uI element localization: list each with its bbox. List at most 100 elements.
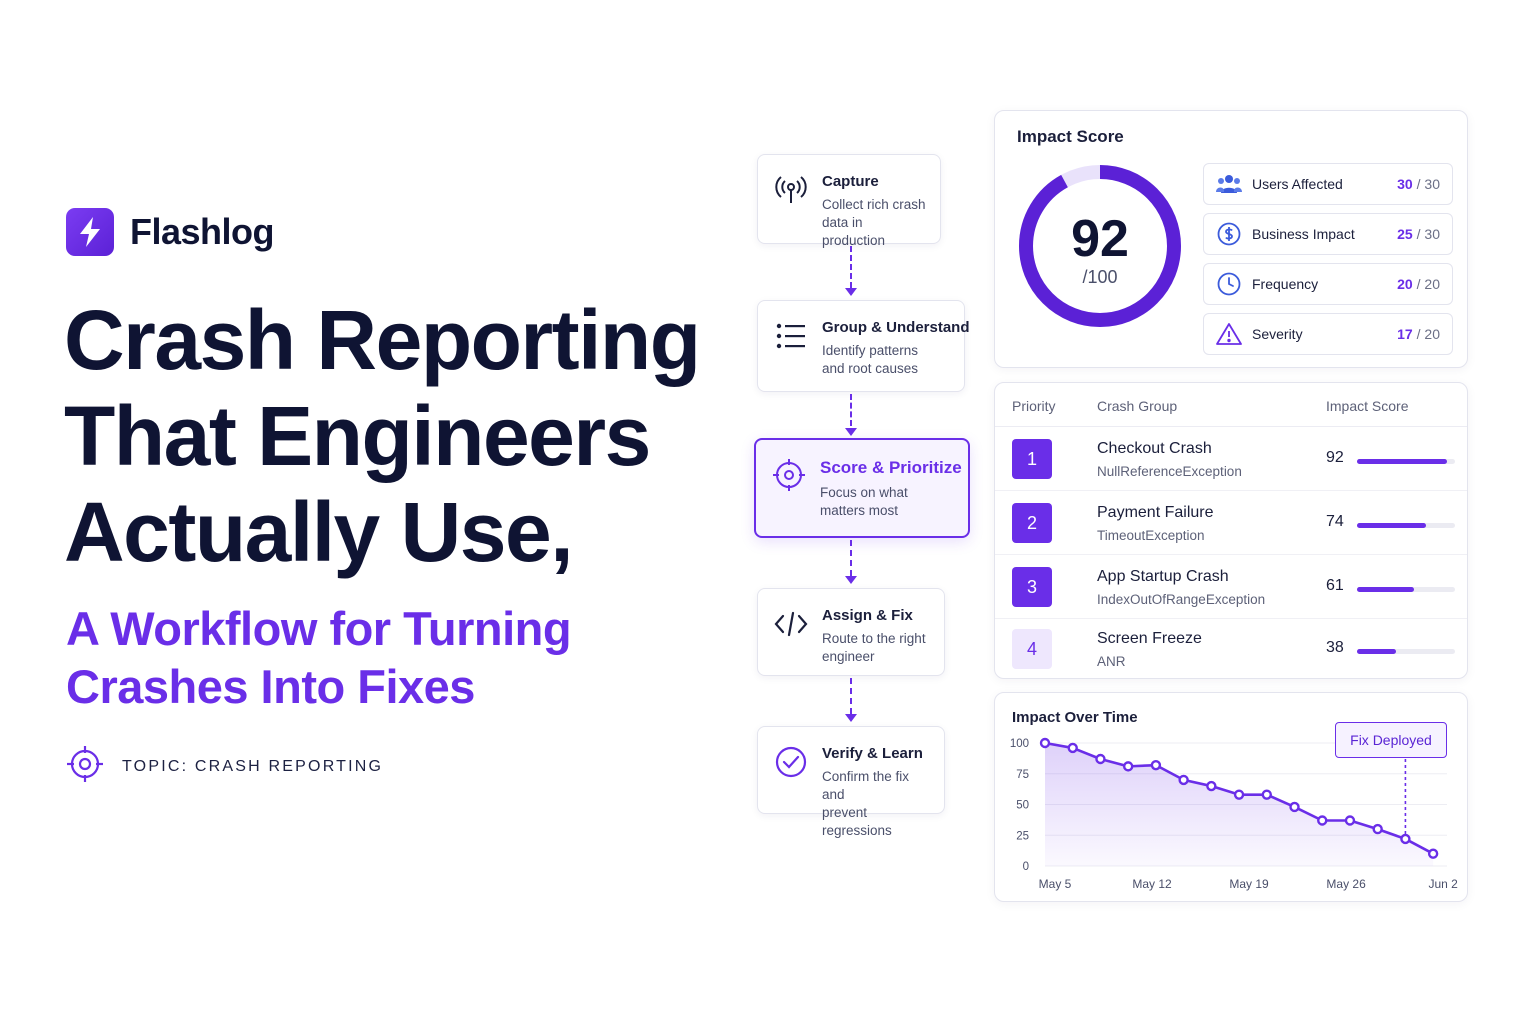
step-verify-learn[interactable]: Verify & Learn Confirm the fix and preve… <box>757 726 945 838</box>
impact-bar <box>1357 459 1455 464</box>
step-group-understand[interactable]: Group & Understand Identify patterns and… <box>757 300 970 392</box>
impact-bar <box>1357 649 1455 654</box>
step-title: Capture <box>822 173 879 190</box>
step-desc: and root causes <box>822 361 919 376</box>
warning-icon <box>1216 321 1242 347</box>
impact-score-max: /100 <box>1082 267 1118 287</box>
row-impact-score: 38 <box>1326 639 1344 656</box>
data-point <box>1095 753 1106 765</box>
crash-group-name: Payment Failure <box>1097 504 1214 521</box>
step-title: Group & Understand <box>822 319 970 336</box>
table-row[interactable]: 3 App Startup Crash IndexOutOfRangeExcep… <box>995 555 1467 619</box>
arrow-down-icon <box>845 428 857 436</box>
metric-severity: Severity 17 / 20 <box>1203 313 1453 355</box>
step-desc: data in production <box>822 215 886 248</box>
metric-label: Users Affected <box>1252 176 1343 192</box>
table-header: Priority Crash Group Impact Score <box>995 383 1467 427</box>
data-point <box>1400 833 1411 845</box>
subheadline-line: A Workflow for Turning <box>66 602 572 655</box>
step-capture[interactable]: Capture Collect rich crash data in produ… <box>757 154 941 248</box>
step-desc: prevent regressions <box>822 805 892 838</box>
step-connector <box>850 678 852 714</box>
list-icon <box>774 319 808 353</box>
crash-group-name: Checkout Crash <box>1097 440 1212 457</box>
data-point <box>1067 742 1078 754</box>
arrow-down-icon <box>845 714 857 722</box>
data-point <box>1317 815 1328 826</box>
topic: TOPIC: CRASH REPORTING <box>66 745 383 788</box>
data-point <box>1122 761 1134 772</box>
crash-priority-table: Priority Crash Group Impact Score 1 Chec… <box>994 382 1468 679</box>
table-row[interactable]: 1 Checkout Crash NullReferenceException … <box>995 427 1467 491</box>
headline-line: That Engineers <box>64 389 651 483</box>
headline-line: Crash Reporting <box>64 293 701 387</box>
step-assign-fix[interactable]: Assign & Fix Route to the right engineer <box>757 588 945 676</box>
priority-badge: 3 <box>1012 567 1052 607</box>
lightning-bolt-icon <box>66 208 114 256</box>
metric-max: / 30 <box>1416 226 1440 242</box>
step-desc: Route to the right <box>822 631 926 646</box>
data-point <box>1261 789 1272 800</box>
headline-line: Actually Use, <box>64 485 574 579</box>
step-desc: engineer <box>822 649 875 664</box>
crash-exception: IndexOutOfRangeException <box>1097 592 1266 607</box>
priority-badge: 4 <box>1012 629 1052 669</box>
check-circle-icon <box>774 745 808 779</box>
fix-deployed-annotation: Fix Deployed <box>1335 722 1447 758</box>
target-icon <box>772 458 806 492</box>
impact-bar-fill <box>1357 523 1426 528</box>
chart-title: Impact Over Time <box>1012 709 1138 726</box>
impact-title: Impact Score <box>1017 127 1124 146</box>
metric-label: Severity <box>1252 326 1303 342</box>
priority-badge: 1 <box>1012 439 1052 479</box>
step-desc: Focus on what <box>820 485 908 500</box>
metric-max: / 30 <box>1416 176 1440 192</box>
row-impact-score: 61 <box>1326 577 1344 594</box>
step-desc: Identify patterns <box>822 343 919 358</box>
headline: Crash Reporting That Engineers Actually … <box>64 292 744 580</box>
table-row[interactable]: 4 Screen Freeze ANR 38 <box>995 617 1467 681</box>
metric-max: / 20 <box>1416 326 1440 342</box>
subheadline: A Workflow for Turning Crashes Into Fixe… <box>66 600 686 716</box>
crash-exception: ANR <box>1097 654 1126 669</box>
step-desc: Confirm the fix and <box>822 769 910 802</box>
step-connector <box>850 394 852 426</box>
metric-business-impact: Business Impact 25 / 30 <box>1203 213 1453 255</box>
x-tick-label: May 26 <box>1326 877 1366 891</box>
metric-score: 30 <box>1397 176 1413 192</box>
step-title: Score & Prioritize <box>820 458 962 477</box>
metric-score: 20 <box>1397 276 1413 292</box>
step-title: Assign & Fix <box>822 607 913 624</box>
priority-badge: 2 <box>1012 503 1052 543</box>
step-title: Verify & Learn <box>822 745 923 762</box>
x-tick-label: May 19 <box>1229 877 1269 891</box>
y-tick-label: 0 <box>1023 861 1029 873</box>
impact-gauge: 92 /100 <box>1017 163 1183 329</box>
metric-users-affected: Users Affected 30 / 30 <box>1203 163 1453 205</box>
code-icon <box>774 607 808 641</box>
crash-exception: NullReferenceException <box>1097 464 1242 479</box>
metric-score: 25 <box>1397 226 1413 242</box>
x-tick-label: May 12 <box>1132 877 1172 891</box>
impact-bar-fill <box>1357 649 1397 654</box>
data-point <box>1178 774 1189 786</box>
arrow-down-icon <box>845 576 857 584</box>
data-point <box>1427 848 1439 859</box>
y-tick-label: 50 <box>1016 800 1029 812</box>
table-row[interactable]: 2 Payment Failure TimeoutException 74 <box>995 491 1467 555</box>
crash-exception: TimeoutException <box>1097 528 1205 543</box>
impact-score-value: 92 <box>1071 210 1129 268</box>
crash-group-name: App Startup Crash <box>1097 568 1229 585</box>
impact-score-card: Impact Score 92 /100 Users Affected 30 /… <box>994 110 1468 368</box>
impact-bar <box>1357 523 1455 528</box>
column-header-priority: Priority <box>1012 398 1056 414</box>
impact-bar <box>1357 587 1455 592</box>
brand-name: Flashlog <box>130 211 275 252</box>
y-tick-label: 100 <box>1010 738 1029 750</box>
step-score-prioritize[interactable]: Score & Prioritize Focus on what matters… <box>754 438 970 538</box>
step-connector <box>850 540 852 576</box>
data-point <box>1150 759 1162 771</box>
metric-max: / 20 <box>1416 276 1440 292</box>
clock-icon <box>1216 271 1242 297</box>
metric-score: 17 <box>1397 326 1413 342</box>
